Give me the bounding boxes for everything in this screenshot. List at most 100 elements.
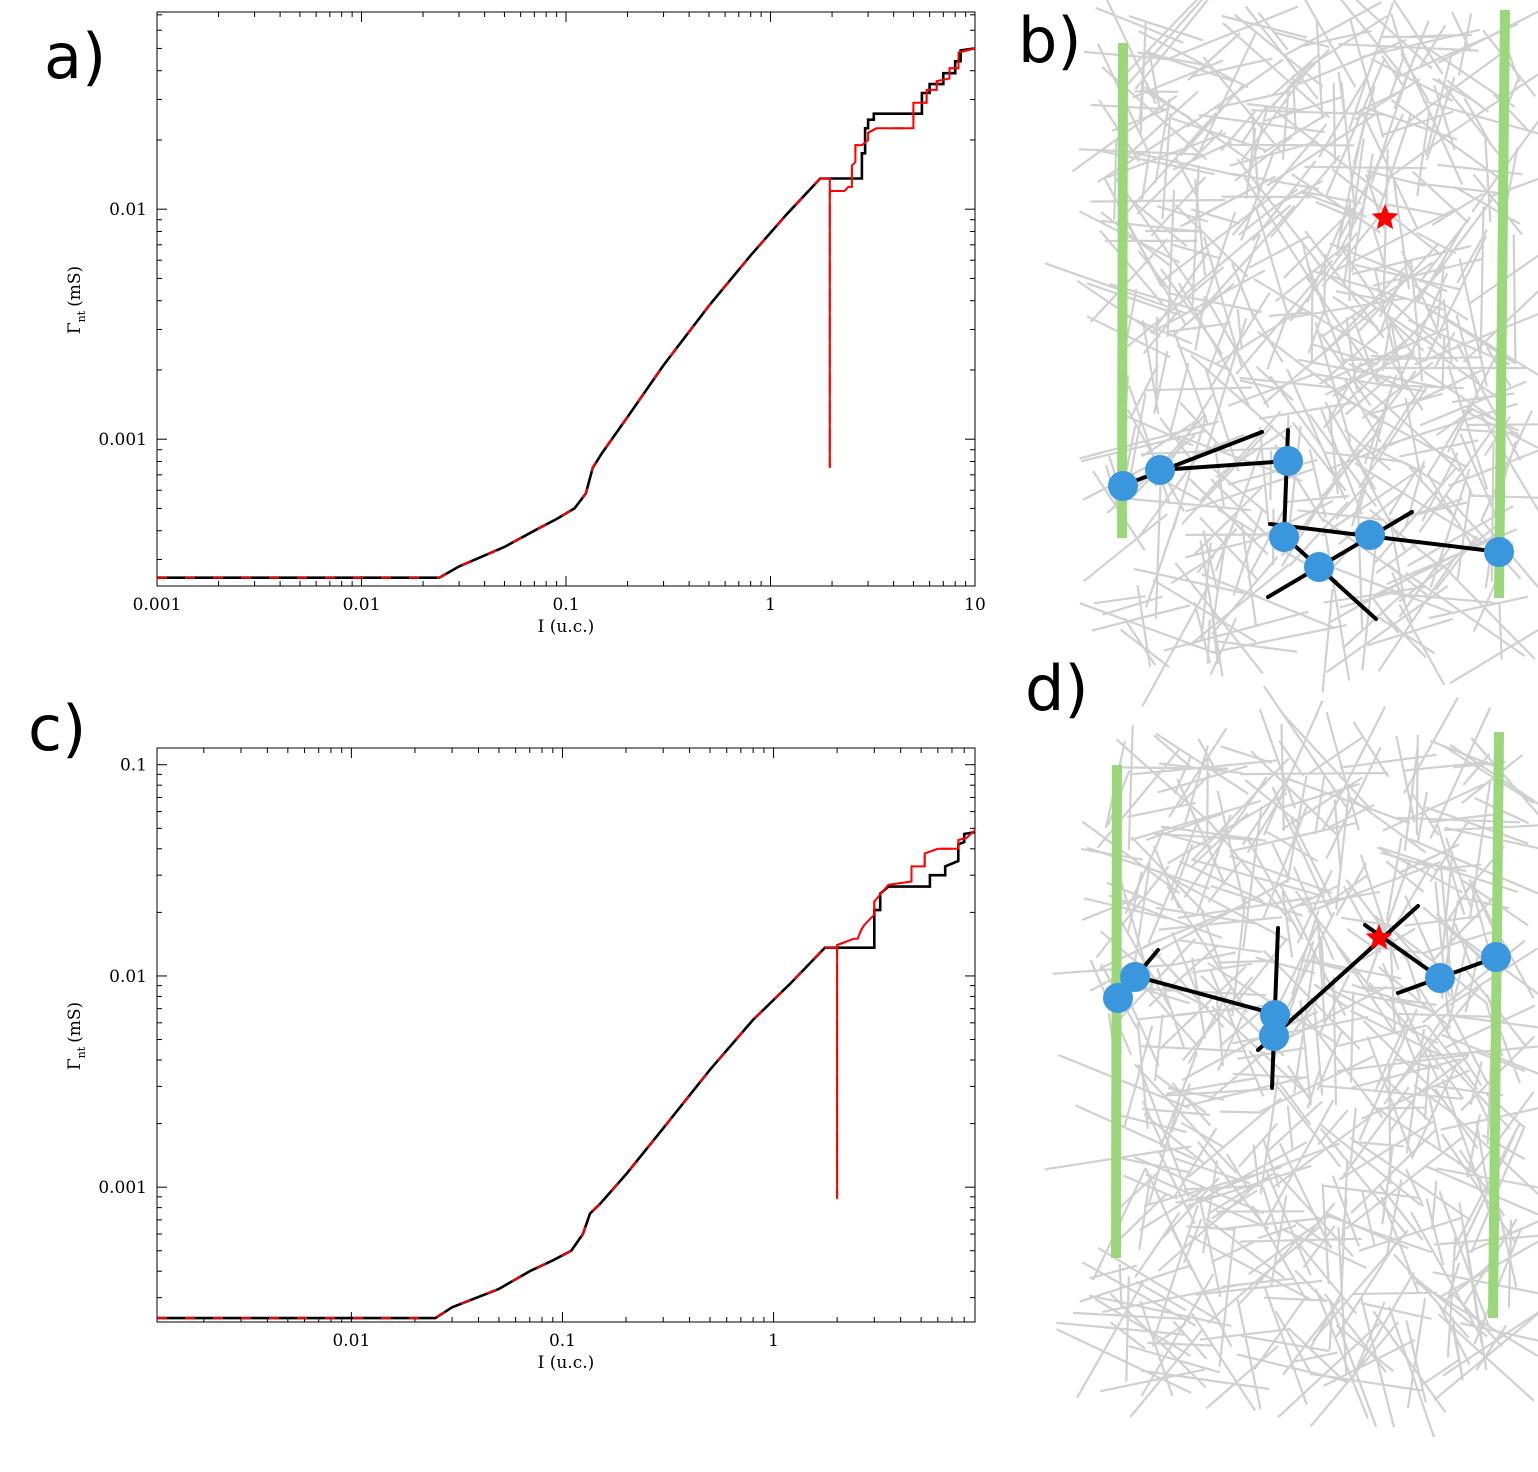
- nanotube: [1325, 711, 1360, 831]
- nanotube: [1191, 757, 1290, 862]
- nanotube: [1105, 0, 1157, 105]
- plot-frame-a: [156, 11, 976, 587]
- nanotube: [1281, 85, 1290, 160]
- nanotube: [1096, 748, 1181, 849]
- nanotube: [1403, 948, 1422, 1000]
- nanotube: [1340, 0, 1403, 75]
- nanotube: [1198, 1198, 1222, 1298]
- x-tick-label: 1: [768, 1331, 779, 1351]
- nanotube: [1113, 139, 1118, 220]
- nanotube: [1392, 0, 1444, 75]
- nanotube: [1154, 98, 1171, 184]
- nanotube: [1175, 1194, 1223, 1204]
- nanotube: [1358, 986, 1411, 990]
- nanotube: [1262, 685, 1349, 810]
- nanotube: [1357, 301, 1443, 394]
- nanotube: [1332, 83, 1337, 165]
- nanotube: [1366, 617, 1454, 647]
- path-segment: [1158, 459, 1290, 472]
- nanotube: [1438, 561, 1536, 660]
- nanotube: [1335, 862, 1368, 917]
- series-line: [157, 830, 976, 1320]
- nanotube: [1266, 1100, 1323, 1153]
- series-line: [157, 829, 976, 1320]
- path-segment: [1133, 974, 1277, 1016]
- nanotube: [1317, 1109, 1349, 1146]
- nanotube: [1239, 379, 1281, 391]
- nanotube: [1273, 180, 1323, 208]
- nanotube: [1266, 317, 1288, 370]
- nanotube: [1388, 265, 1447, 328]
- nanotube: [1495, 1201, 1518, 1288]
- nanotube: [1342, 1086, 1410, 1177]
- nanotube: [1138, 458, 1197, 537]
- nanotube: [1241, 105, 1268, 144]
- nanotube: [1150, 269, 1266, 334]
- nanotube: [1273, 1116, 1370, 1188]
- nanotube: [1381, 963, 1440, 1081]
- nanotube: [1304, 0, 1357, 88]
- nanotube: [1478, 411, 1538, 512]
- nanotube: [1088, 1294, 1232, 1327]
- nanotube: [1093, 595, 1146, 605]
- nanotube: [1512, 234, 1517, 361]
- nanotube: [1169, 951, 1237, 967]
- nanotube: [1425, 1197, 1445, 1266]
- nanotube: [1100, 219, 1201, 233]
- chart-c: 0.01 0.1 1 0.001 0.01 0.1 I (u.c.) Γnt (mS): [65, 747, 976, 1373]
- nanotube: [1388, 1065, 1392, 1185]
- nanotube: [1120, 766, 1229, 770]
- nanotube: [1148, 944, 1219, 1008]
- nanotube: [1172, 330, 1209, 424]
- nanotube: [1305, 1017, 1384, 1119]
- nanotube: [1278, 1142, 1332, 1250]
- path-segment: [1268, 522, 1502, 554]
- nanotube: [1292, 866, 1335, 960]
- nanotube: [1153, 734, 1194, 770]
- series-line: [157, 47, 976, 579]
- x-tick-label: 0.001: [133, 595, 182, 615]
- nanotube: [1090, 198, 1226, 203]
- nanotube: [1458, 1202, 1483, 1344]
- nanotube: [1218, 1007, 1265, 1048]
- nanotube: [1095, 865, 1170, 959]
- y-tick-label: 0.01: [109, 200, 147, 220]
- nanotube: [1387, 355, 1424, 411]
- nanotube: [1347, 795, 1427, 854]
- nanotube: [1344, 374, 1392, 416]
- nanotube: [1125, 497, 1252, 512]
- nanotube: [1354, 0, 1433, 70]
- nanotube: [1463, 97, 1492, 145]
- red-star-marker-d: [1365, 924, 1393, 950]
- nanotube: [1127, 801, 1197, 818]
- nanotube: [1356, 500, 1364, 629]
- nanotube: [1251, 500, 1334, 542]
- nanotube: [1368, 981, 1416, 1035]
- nanotube: [1346, 927, 1382, 954]
- nanotube: [1250, 750, 1338, 836]
- nanotube: [1170, 243, 1222, 260]
- nanotube: [1235, 259, 1334, 375]
- nanotube: [1221, 14, 1308, 39]
- nanotube: [1314, 321, 1352, 443]
- nanotube: [1240, 522, 1258, 628]
- nanotube: [1299, 891, 1380, 907]
- nanotube: [1157, 765, 1248, 794]
- nanotube: [1241, 774, 1291, 846]
- nanotube: [1429, 739, 1502, 770]
- nanotube: [1202, 56, 1283, 154]
- nanotube: [1144, 386, 1253, 392]
- y-axis-label-main-c: Γ: [65, 1058, 85, 1070]
- nanotube: [1352, 86, 1376, 165]
- nanotube: [1056, 1328, 1192, 1394]
- nanotube: [1262, 700, 1324, 836]
- nanotube: [1191, 962, 1253, 974]
- nanotube: [1263, 1296, 1328, 1302]
- nanotube: [1177, 282, 1251, 407]
- nanotube: [1333, 566, 1452, 614]
- nanotube: [1187, 1234, 1311, 1301]
- nanotube: [1372, 1310, 1447, 1413]
- nanotube: [1191, 957, 1206, 1039]
- nanotube: [1335, 944, 1395, 1031]
- nanotube: [1348, 198, 1352, 301]
